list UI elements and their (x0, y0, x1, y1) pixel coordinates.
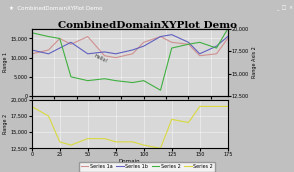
Text: _  □  ×: _ □ × (276, 6, 294, 11)
Y-axis label: Range Axis 2: Range Axis 2 (252, 47, 257, 78)
Text: CombinedDomainXYPlot Demo: CombinedDomainXYPlot Demo (58, 21, 236, 30)
Legend: Series 1a, Series 1b, Series 2, Series 2: Series 1a, Series 1b, Series 2, Series 2 (79, 162, 215, 171)
X-axis label: Domain: Domain (119, 159, 141, 164)
Text: Hello!: Hello! (93, 54, 108, 64)
Y-axis label: Range 2: Range 2 (3, 114, 8, 134)
Y-axis label: Range 1: Range 1 (3, 52, 8, 73)
Text: ★  CombinedDomainXYPlot Demo: ★ CombinedDomainXYPlot Demo (9, 6, 102, 10)
